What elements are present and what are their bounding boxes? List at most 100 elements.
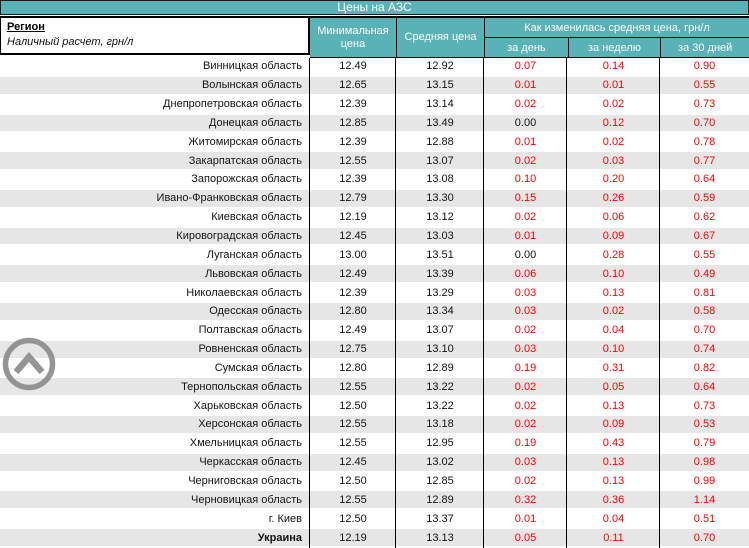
region-cell: Хмельницкая область (189, 437, 302, 450)
change-30days-cell: 0.58 (693, 305, 716, 318)
change-week-cell: 0.04 (602, 512, 625, 525)
region-header-cell: Регион Наличный расчет, грн/л (0, 18, 310, 55)
change-day-cell: 0.03 (514, 305, 537, 318)
price-change-group-label: Как изменилась средняя цена, грн/л (485, 18, 749, 38)
change-week-cell: 0.01 (602, 79, 625, 92)
min-price-cell: 12.49 (339, 267, 367, 280)
min-price-cell: 12.50 (339, 399, 367, 412)
change-day-cell: 0.32 (514, 493, 537, 506)
table-row: Закарпатская область 12.55 13.07 0.02 0.03 0.… (0, 152, 749, 172)
change-week-cell: 0.36 (602, 493, 625, 506)
min-price-cell: 13.00 (339, 248, 367, 261)
avg-price-cell: 12.88 (426, 135, 454, 148)
column-divider (395, 58, 396, 548)
change-week-cell: 0.28 (602, 248, 625, 261)
change-day-cell: 0.03 (514, 286, 537, 299)
change-day-cell: 0.00 (514, 116, 537, 129)
change-30days-cell: 1.14 (693, 493, 716, 506)
change-week-cell: 0.14 (602, 60, 625, 73)
column-header-avg-price: Средняя цена (396, 18, 484, 58)
avg-price-cell: 13.29 (426, 286, 454, 299)
change-day-cell: 0.15 (514, 192, 537, 205)
region-cell: Кировоградская область (176, 230, 302, 243)
min-price-cell: 12.65 (339, 79, 367, 92)
change-day-cell: 0.02 (514, 324, 537, 337)
change-week-cell: 0.13 (602, 474, 625, 487)
avg-price-cell: 13.02 (426, 456, 454, 469)
table-row: Винницкая область 12.49 12.92 0.07 0.14 0.90 (0, 58, 749, 77)
change-week-cell: 0.11 (603, 531, 624, 544)
min-price-cell: 12.75 (339, 343, 367, 356)
avg-price-cell: 13.14 (426, 98, 454, 111)
min-price-cell: 12.39 (339, 135, 367, 148)
region-cell: Украина (257, 531, 302, 544)
region-header-label: Регион (7, 21, 45, 33)
change-week-cell: 0.06 (602, 211, 625, 224)
min-price-cell: 12.39 (339, 286, 367, 299)
table-header: Регион Наличный расчет, грн/л Минимальна… (0, 16, 749, 58)
min-price-cell: 12.55 (339, 380, 367, 393)
min-price-cell: 12.19 (339, 531, 367, 544)
change-week-cell: 0.02 (602, 135, 625, 148)
region-cell: Запорожская область (191, 173, 302, 186)
change-30days-cell: 0.49 (693, 267, 716, 280)
min-price-cell: 12.55 (339, 437, 367, 450)
change-week-cell: 0.13 (602, 286, 625, 299)
change-week-cell: 0.31 (602, 361, 625, 374)
column-group-price-change: Как изменилась средняя цена, грн/л за де… (484, 18, 749, 58)
table-row: Хмельницкая область 12.55 12.95 0.19 0.43 0.7… (0, 434, 749, 454)
table-row: Черниговская область 12.50 12.85 0.02 0.13 0.… (0, 472, 749, 492)
change-day-cell: 0.01 (514, 79, 537, 92)
scroll-to-top-button[interactable] (0, 333, 60, 391)
change-day-cell: 0.10 (514, 173, 537, 186)
avg-price-cell: 12.85 (426, 474, 454, 487)
region-cell: Львовская область (205, 267, 302, 280)
column-header-day: за день (485, 38, 568, 58)
avg-price-cell: 13.03 (426, 230, 454, 243)
region-cell: Черновицкая область (191, 493, 302, 506)
avg-price-cell: 13.18 (426, 418, 454, 431)
change-week-cell: 0.02 (602, 305, 625, 318)
region-cell: Херсонская область (198, 418, 302, 431)
change-30days-cell: 0.55 (693, 248, 716, 261)
region-cell: Ровненская область (198, 343, 303, 356)
change-30days-cell: 0.98 (693, 456, 716, 469)
table-row: Кировоградская область 12.45 13.03 0.01 0.09… (0, 227, 749, 247)
change-day-cell: 0.02 (514, 98, 537, 111)
min-price-cell: 12.55 (339, 493, 367, 506)
region-cell: Черниговская область (188, 474, 302, 487)
min-price-cell: 12.55 (339, 418, 367, 431)
avg-price-cell: 13.10 (426, 343, 454, 356)
change-day-cell: 0.02 (514, 154, 537, 167)
avg-price-cell: 12.92 (426, 60, 454, 73)
change-day-cell: 0.01 (514, 230, 537, 243)
avg-price-cell: 13.22 (426, 399, 454, 412)
change-week-cell: 0.13 (602, 399, 625, 412)
region-cell: Тернопольская область (181, 380, 302, 393)
table-row: Луганская область 13.00 13.51 0.00 0.28 0.55 (0, 246, 749, 266)
change-week-cell: 0.20 (602, 173, 625, 186)
region-cell: Черкасская область (199, 456, 302, 469)
change-30days-cell: 0.67 (693, 230, 716, 243)
avg-price-cell: 12.89 (426, 493, 454, 506)
change-30days-cell: 0.59 (693, 192, 716, 205)
avg-price-cell: 13.39 (426, 267, 454, 280)
change-day-cell: 0.05 (514, 531, 537, 544)
change-day-cell: 0.03 (514, 456, 537, 469)
change-week-cell: 0.04 (602, 324, 625, 337)
min-price-cell: 12.80 (339, 361, 367, 374)
min-price-cell: 12.39 (339, 173, 367, 186)
chevron-up-circle-icon (2, 337, 56, 391)
region-cell: Днепропетровская область (163, 98, 302, 111)
avg-price-cell: 13.07 (426, 154, 454, 167)
region-cell: Житомирская область (188, 135, 302, 148)
table-row: Николаевская область 12.39 13.29 0.03 0.13 0.… (0, 284, 749, 303)
table-row: Ивано-Франковская область 12.79 13.30 0.15 0… (0, 189, 749, 209)
table-row: Ровненская область 12.75 13.10 0.03 0.10 0.74 (0, 340, 749, 360)
region-cell: Николаевская область (186, 286, 302, 299)
change-week-cell: 0.09 (602, 230, 625, 243)
avg-price-cell: 12.95 (426, 437, 454, 450)
change-30days-cell: 0.79 (693, 437, 716, 450)
avg-price-cell: 13.12 (426, 211, 454, 224)
